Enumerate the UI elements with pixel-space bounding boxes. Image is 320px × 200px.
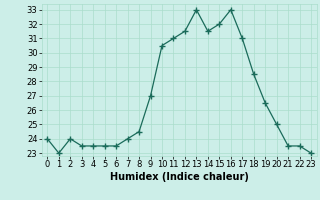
X-axis label: Humidex (Indice chaleur): Humidex (Indice chaleur) bbox=[110, 172, 249, 182]
